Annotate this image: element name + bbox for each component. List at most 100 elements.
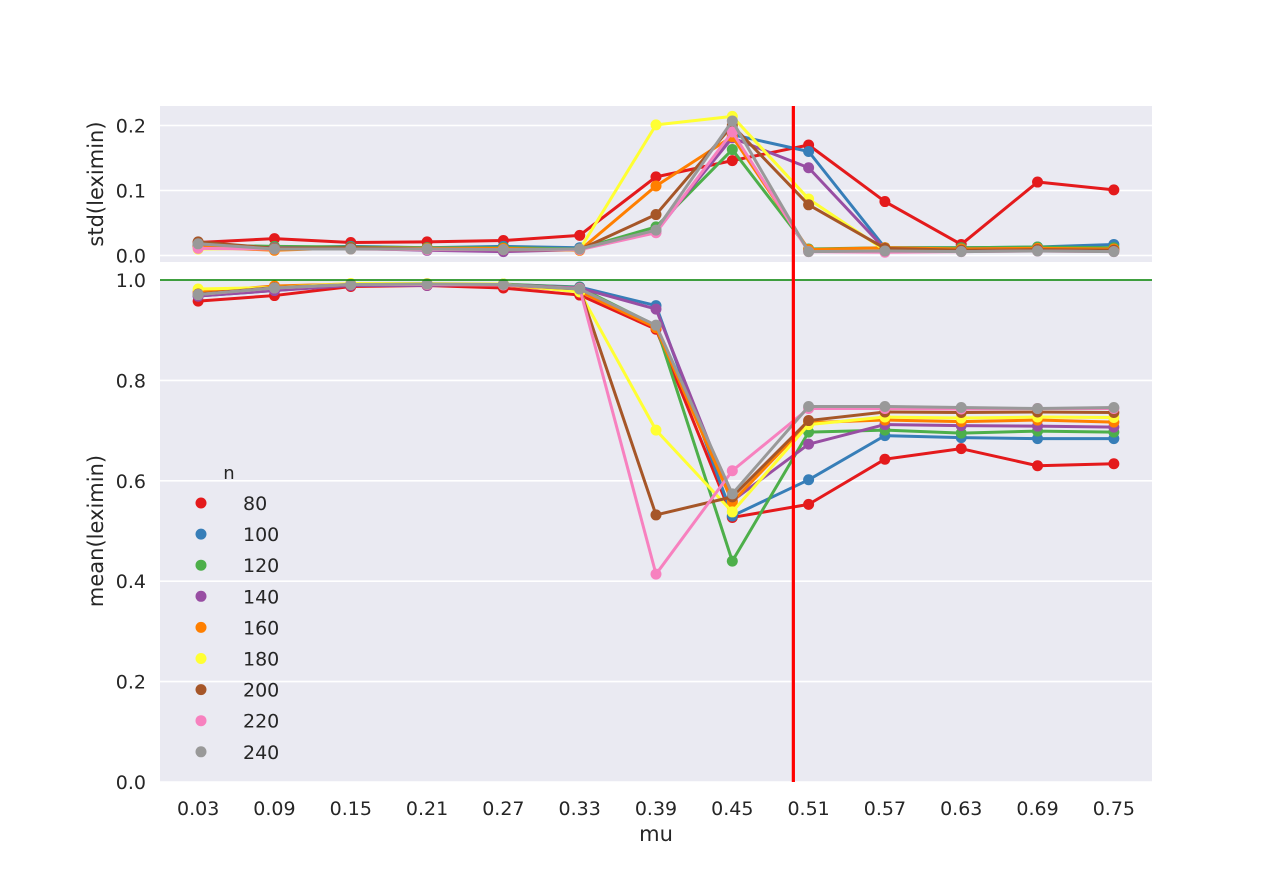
data-point bbox=[192, 238, 204, 250]
ytick-label-top: 0.2 bbox=[116, 116, 146, 138]
legend-label-200: 200 bbox=[243, 680, 279, 702]
data-point bbox=[955, 427, 967, 439]
xlabel: mu bbox=[639, 822, 673, 846]
data-point bbox=[650, 319, 662, 331]
xtick-label: 0.51 bbox=[787, 798, 829, 820]
legend-marker-240 bbox=[195, 746, 207, 758]
xtick-label: 0.45 bbox=[711, 798, 753, 820]
xtick-label: 0.33 bbox=[559, 798, 601, 820]
legend-label-100: 100 bbox=[243, 524, 279, 546]
data-point bbox=[955, 443, 967, 455]
data-point bbox=[803, 246, 815, 258]
data-point bbox=[726, 144, 738, 156]
data-point bbox=[955, 402, 967, 414]
data-point bbox=[650, 224, 662, 236]
xtick-label: 0.63 bbox=[940, 798, 982, 820]
data-point bbox=[574, 229, 586, 241]
xtick-label: 0.09 bbox=[253, 798, 295, 820]
legend-marker-100 bbox=[195, 528, 207, 540]
data-point bbox=[726, 126, 738, 138]
panel-top: 0.0 0.1 0.2 std(leximin) bbox=[84, 106, 1152, 268]
data-point bbox=[1032, 433, 1044, 445]
ytick-label-bottom: 0.6 bbox=[116, 471, 146, 493]
data-point bbox=[421, 243, 433, 255]
data-point bbox=[650, 509, 662, 521]
data-point bbox=[268, 282, 280, 294]
ylabel-bottom: mean(leximin) bbox=[84, 455, 108, 607]
data-point bbox=[1108, 246, 1120, 258]
data-point bbox=[650, 119, 662, 131]
data-point bbox=[650, 568, 662, 580]
data-point bbox=[879, 196, 891, 208]
data-point bbox=[726, 506, 738, 518]
data-point bbox=[497, 279, 509, 291]
data-point bbox=[1032, 245, 1044, 257]
series-240-bottom bbox=[192, 278, 1120, 500]
legend-marker-180 bbox=[195, 653, 207, 664]
xtick-label: 0.75 bbox=[1093, 798, 1135, 820]
series-240-top bbox=[192, 115, 1120, 258]
data-point bbox=[650, 180, 662, 192]
legend-label-120: 120 bbox=[243, 555, 279, 577]
data-point bbox=[1032, 176, 1044, 188]
data-point bbox=[803, 199, 815, 211]
data-point bbox=[879, 401, 891, 413]
xtick-label: 0.57 bbox=[864, 798, 906, 820]
data-point bbox=[803, 474, 815, 486]
data-point bbox=[726, 115, 738, 127]
data-point bbox=[1032, 403, 1044, 415]
data-point bbox=[879, 245, 891, 257]
data-point bbox=[574, 243, 586, 255]
data-point bbox=[803, 146, 815, 157]
xtick-label: 0.21 bbox=[406, 798, 448, 820]
data-point bbox=[955, 246, 967, 258]
legend-label-180: 180 bbox=[243, 649, 279, 671]
legend-marker-200 bbox=[195, 684, 207, 696]
data-point bbox=[268, 233, 280, 245]
xtick-label: 0.69 bbox=[1016, 798, 1058, 820]
legend-marker-80 bbox=[195, 497, 207, 509]
ytick-label-top: 0.0 bbox=[116, 246, 146, 268]
legend: n 80 100 120 140 160 180 200 220 240 bbox=[195, 463, 279, 764]
data-point bbox=[574, 283, 586, 295]
xtick-label: 0.15 bbox=[330, 798, 372, 820]
data-point bbox=[192, 289, 204, 301]
data-point bbox=[726, 465, 738, 477]
data-point bbox=[650, 209, 662, 221]
xtick-label: 0.39 bbox=[635, 798, 677, 820]
data-point bbox=[650, 303, 662, 315]
legend-marker-160 bbox=[195, 621, 207, 633]
ytick-label-bottom: 0.2 bbox=[116, 672, 146, 694]
ytick-label-bottom: 0.8 bbox=[116, 370, 146, 392]
panel-bottom: 0.0 0.2 0.4 0.6 0.8 1.0 mean(leximin) bbox=[84, 270, 1152, 794]
plot-area-bottom bbox=[160, 280, 1152, 782]
data-point bbox=[726, 155, 738, 167]
data-point bbox=[1108, 184, 1120, 196]
data-point bbox=[726, 488, 738, 500]
legend-label-160: 160 bbox=[243, 617, 279, 639]
data-point bbox=[421, 278, 433, 290]
data-point bbox=[650, 424, 662, 436]
legend-label-240: 240 bbox=[243, 742, 279, 764]
legend-title: n bbox=[223, 463, 234, 484]
legend-label-80: 80 bbox=[243, 493, 267, 515]
data-point bbox=[879, 453, 891, 465]
legend-marker-140 bbox=[195, 590, 207, 602]
ytick-label-bottom: 1.0 bbox=[116, 270, 146, 292]
legend-label-140: 140 bbox=[243, 586, 279, 608]
xtick-label: 0.03 bbox=[177, 798, 219, 820]
legend-marker-220 bbox=[195, 715, 207, 727]
data-point bbox=[803, 438, 815, 450]
data-point bbox=[1108, 402, 1120, 414]
data-point bbox=[268, 243, 280, 255]
data-point bbox=[497, 244, 509, 256]
data-point bbox=[1032, 460, 1044, 472]
ytick-label-bottom: 0.4 bbox=[116, 571, 146, 593]
data-point bbox=[803, 162, 815, 174]
data-point bbox=[803, 401, 815, 413]
xtick-label: 0.27 bbox=[482, 798, 524, 820]
data-point bbox=[345, 243, 357, 255]
data-point bbox=[1108, 458, 1120, 470]
